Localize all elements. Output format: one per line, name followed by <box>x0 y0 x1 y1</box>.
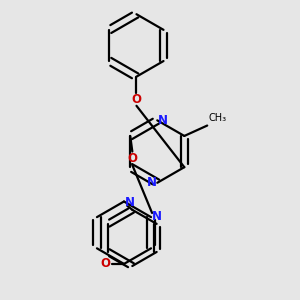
Text: N: N <box>125 196 135 209</box>
Text: N: N <box>158 114 167 127</box>
Text: O: O <box>127 152 137 165</box>
Text: CH₃: CH₃ <box>208 113 226 124</box>
Text: N: N <box>152 210 162 223</box>
Text: N: N <box>147 176 157 189</box>
Text: O: O <box>131 93 142 106</box>
Text: O: O <box>100 257 110 270</box>
